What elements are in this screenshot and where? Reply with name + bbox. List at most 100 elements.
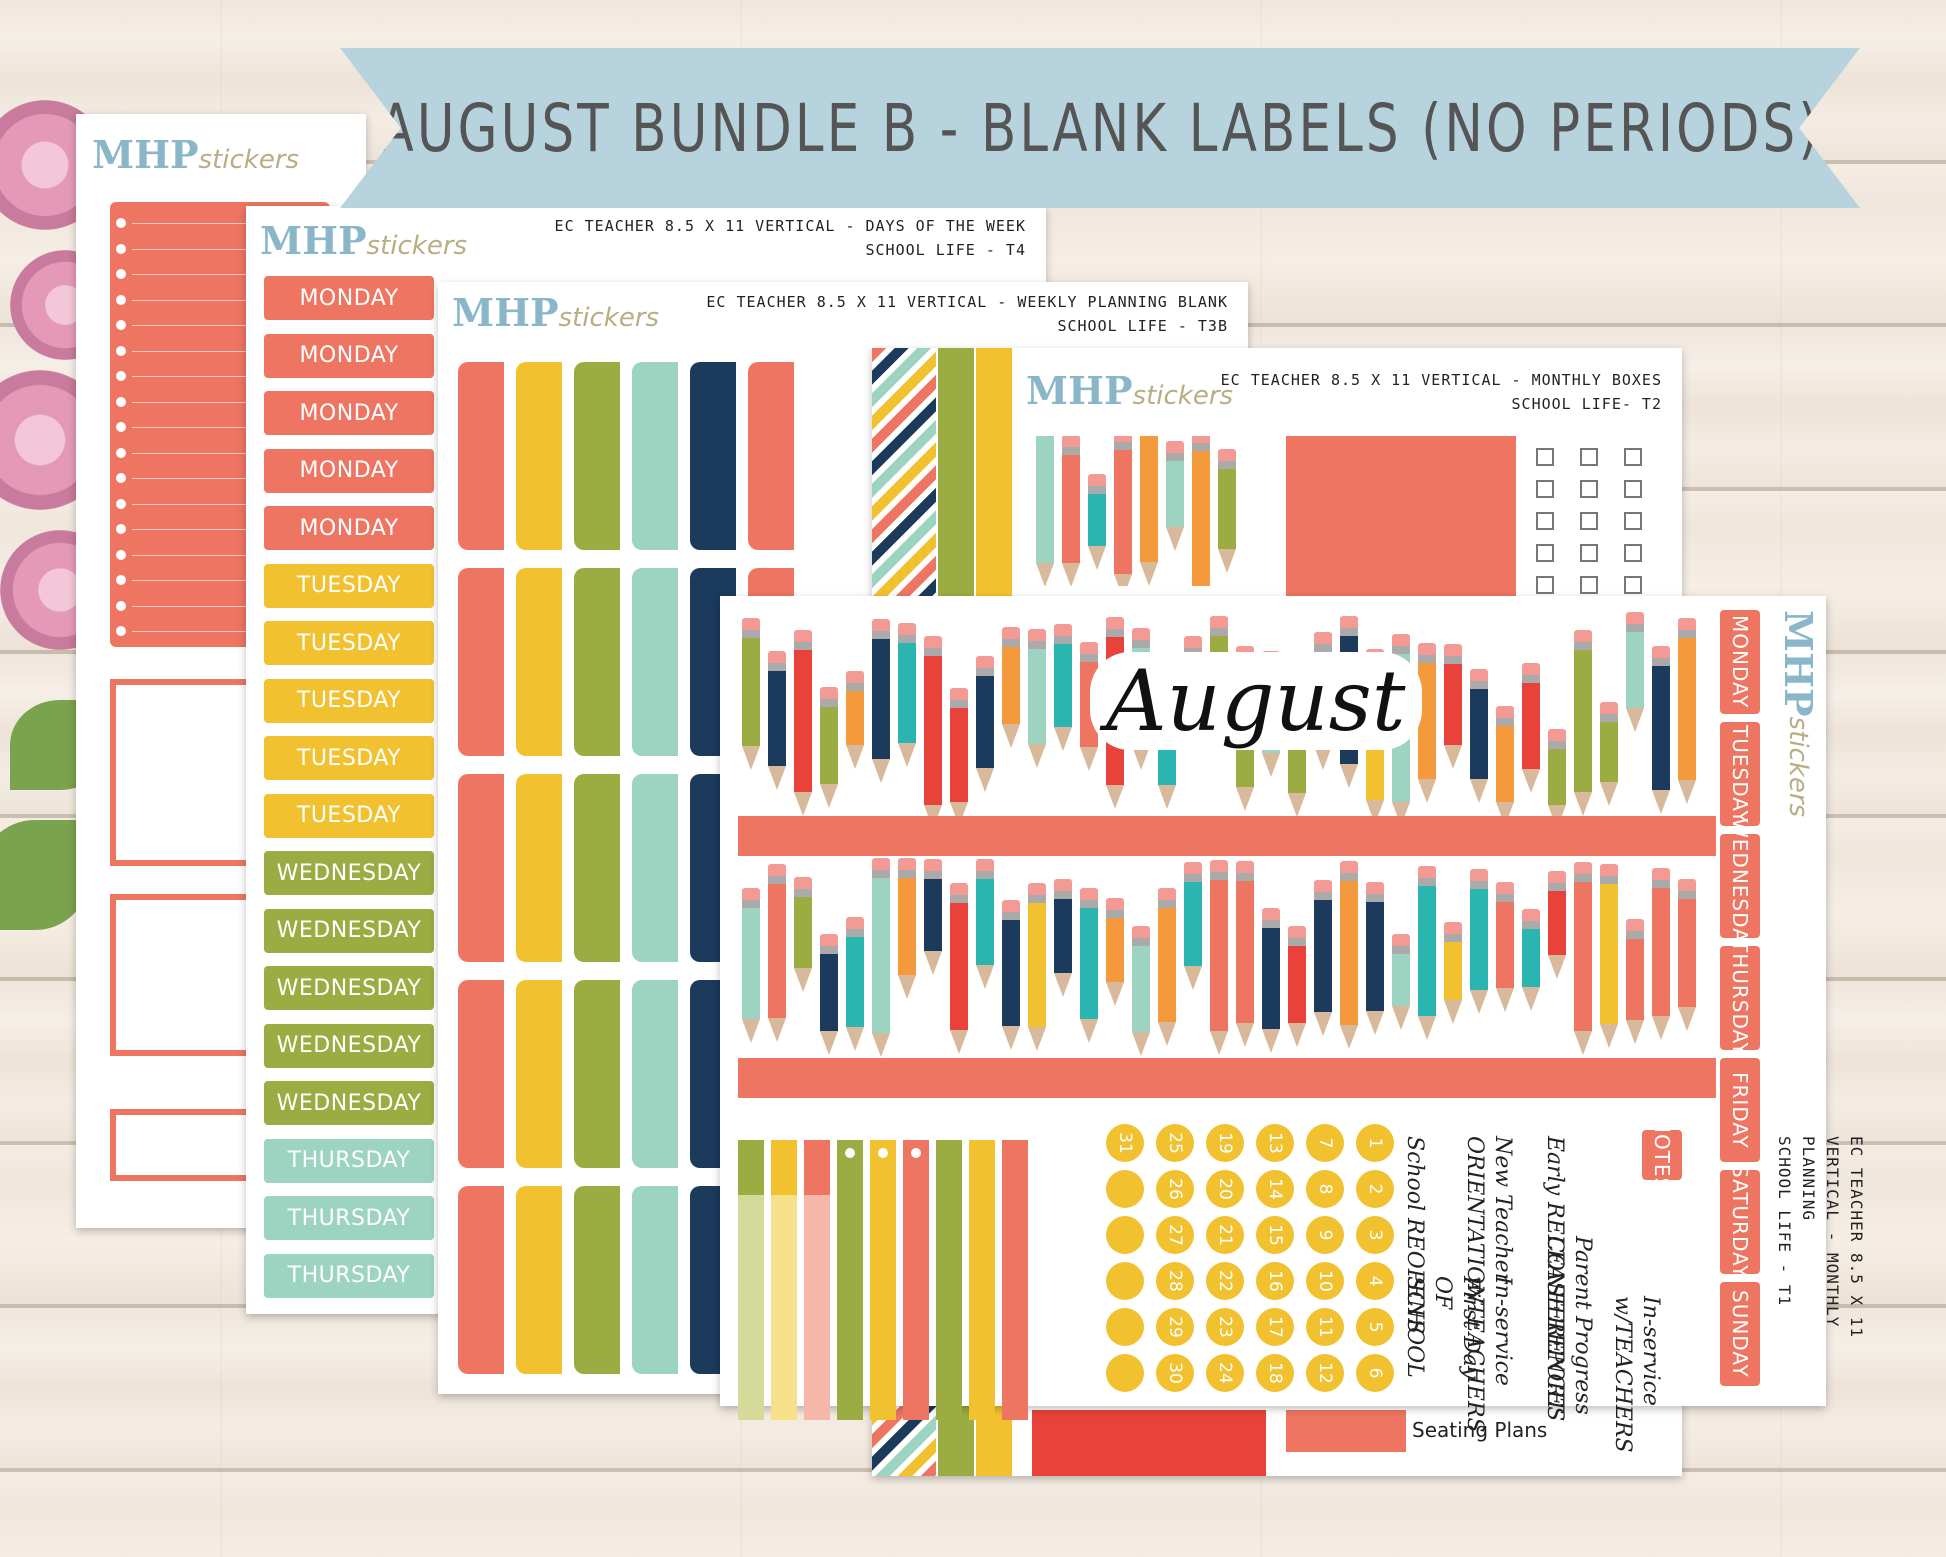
pencil — [898, 623, 916, 768]
day-label: MONDAY — [264, 448, 434, 493]
list-line — [132, 350, 320, 352]
day-label: MONDAY — [264, 506, 434, 550]
banner-title: AUGUST BUNDLE B - BLANK LABELS (NO PERIO… — [378, 89, 1822, 167]
event-label: Parent CONFERENCES — [1542, 1236, 1595, 1422]
pencil — [1652, 868, 1670, 1041]
month-title: August — [1090, 652, 1422, 750]
pencil — [768, 651, 786, 790]
sheet-title: EC TEACHER 8.5 X 11 VERTICAL - DAYS OF T… — [555, 214, 1026, 262]
date-dot: 14 — [1256, 1170, 1294, 1208]
tall-label — [516, 980, 562, 1168]
pencil — [846, 670, 864, 770]
pencil — [924, 635, 942, 830]
tall-label — [458, 1186, 504, 1374]
weekday-label: WEDNESDAY — [1720, 818, 1760, 954]
weekday-label-text: SUNDAY — [1728, 1290, 1752, 1378]
checkbox-icon — [1624, 480, 1642, 498]
brand-sub: stickers — [366, 231, 468, 261]
pencil — [1548, 729, 1566, 829]
list-line — [132, 478, 320, 479]
checkbox-icon — [1624, 448, 1642, 466]
list-line — [132, 248, 320, 250]
tall-label — [574, 362, 620, 550]
pencil — [1444, 922, 1462, 1024]
pencil-pattern-box — [1032, 436, 1262, 586]
side-title-line1: EC TEACHER 8.5 X 11 VERTICAL - MONTHLY P… — [1799, 1136, 1866, 1339]
list-dot — [116, 345, 126, 356]
checkbox-icon — [1580, 480, 1598, 498]
date-dot: 20 — [1206, 1170, 1244, 1208]
brand-logo: MHPstickers — [92, 132, 299, 177]
day-label: WEDNESDAY — [264, 851, 434, 895]
pencil — [1062, 436, 1080, 586]
pencil — [1106, 897, 1124, 1006]
pencil — [1626, 919, 1644, 1044]
tall-label — [574, 1186, 620, 1374]
date-dot: 6 — [1356, 1354, 1394, 1392]
pencil — [820, 933, 838, 1056]
pencil — [898, 858, 916, 999]
day-label: WEDNESDAY — [264, 908, 434, 953]
date-dot: 9 — [1306, 1216, 1344, 1254]
date-dot: 22 — [1206, 1262, 1244, 1300]
pencil — [1418, 865, 1436, 1040]
date-dot: 4 — [1356, 1262, 1394, 1300]
checkbox-icon — [1536, 512, 1554, 530]
bar-sticker — [1002, 1140, 1028, 1420]
coral-label — [1286, 1410, 1406, 1452]
day-label: THURSDAY — [264, 1138, 434, 1183]
list-dot — [116, 320, 126, 330]
weekday-label: SUNDAY — [1720, 1282, 1760, 1386]
list-line — [132, 427, 320, 428]
coral-bar-top — [738, 816, 1716, 856]
sheet-title: EC TEACHER 8.5 X 11 VERTICAL - MONTHLY B… — [1221, 368, 1662, 416]
pencil — [1218, 448, 1236, 574]
day-label: WEDNESDAY — [264, 966, 434, 1010]
list-line — [132, 580, 320, 581]
weekday-label-text: THURSDAY — [1728, 940, 1752, 1056]
list-dot — [116, 371, 126, 381]
pencil — [1080, 887, 1098, 1044]
sheet-title-line1: EC TEACHER 8.5 X 11 VERTICAL - WEEKLY PL… — [706, 293, 1228, 311]
pencil — [1210, 860, 1228, 1056]
pencil — [1262, 907, 1280, 1054]
list-line — [132, 554, 320, 556]
day-label: TUESDAY — [264, 621, 434, 665]
notes-label: NOTES — [1642, 1118, 1682, 1192]
list-line — [132, 274, 320, 275]
pencil — [1444, 643, 1462, 770]
date-dot — [1106, 1354, 1144, 1392]
day-label: MONDAY — [264, 333, 434, 378]
event-label: In-service w/TEACHERS — [1610, 1296, 1663, 1453]
red-pattern-box — [1032, 1410, 1266, 1476]
pencil — [976, 858, 994, 990]
date-dot: 18 — [1256, 1354, 1294, 1392]
seating-plans-label: Seating Plans — [1412, 1418, 1548, 1442]
date-dot: 17 — [1256, 1308, 1294, 1346]
date-dot: 25 — [1156, 1124, 1194, 1162]
event-label: In-service w/TEACHERS — [1462, 1276, 1515, 1433]
tall-label — [632, 1186, 678, 1374]
day-label: MONDAY — [264, 391, 434, 435]
date-dot: 13 — [1256, 1124, 1294, 1162]
checkbox-icon — [1624, 544, 1642, 562]
day-label: TUESDAY — [264, 678, 434, 723]
day-label: MONDAY — [264, 276, 434, 320]
list-dot — [116, 575, 126, 585]
date-dot: 19 — [1206, 1124, 1244, 1162]
date-dot: 23 — [1206, 1308, 1244, 1346]
pencil — [1002, 626, 1020, 748]
list-dot — [116, 422, 126, 432]
pencil — [950, 883, 968, 1055]
checkbox-icon — [1580, 576, 1598, 594]
date-dot: 29 — [1156, 1308, 1194, 1346]
list-dot — [116, 396, 126, 407]
pencil — [794, 629, 812, 817]
brand-main: MHP — [1026, 368, 1133, 413]
date-dot: 3 — [1356, 1216, 1394, 1254]
bar-sticker — [771, 1140, 797, 1420]
day-label: TUESDAY — [264, 736, 434, 780]
brand-logo: MHPstickers — [1026, 368, 1233, 413]
date-dot — [1106, 1170, 1144, 1208]
event-label: New Teacher ORIENTATION — [1462, 1136, 1515, 1304]
